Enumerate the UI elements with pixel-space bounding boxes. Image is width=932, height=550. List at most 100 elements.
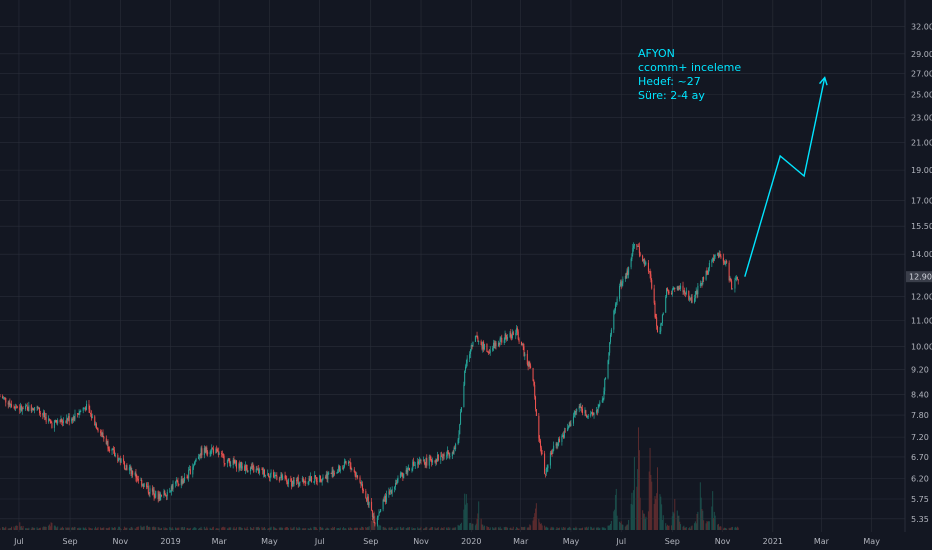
volume-bar xyxy=(591,527,593,530)
candle-body xyxy=(324,477,326,479)
volume-bar xyxy=(293,526,295,530)
volume-bar xyxy=(65,527,67,530)
candle-body xyxy=(338,466,340,470)
candle-body xyxy=(176,479,178,482)
volume-bar xyxy=(690,526,692,530)
volume-bar xyxy=(446,527,448,530)
volume-bar xyxy=(580,528,582,530)
candle-body xyxy=(137,479,139,481)
candle-body xyxy=(530,365,532,369)
candle-body xyxy=(569,422,571,427)
candle-body xyxy=(280,474,282,478)
volume-bar xyxy=(451,528,453,530)
volume-bars xyxy=(0,427,739,530)
time-axis[interactable]: Jul Sep Nov 2019 Mar May Jul Sep Nov 2020 Mar May Ju… xyxy=(13,537,880,546)
volume-bar xyxy=(678,515,680,530)
x-tick-label: 2020 xyxy=(461,537,481,546)
annotation-text[interactable]: AFYON ccomm+ inceleme Hedef: ~27 Süre: 2… xyxy=(638,47,741,102)
volume-bar xyxy=(268,528,270,530)
volume-bar xyxy=(436,528,438,530)
candle-body xyxy=(148,492,150,494)
volume-bar xyxy=(226,528,228,530)
projection-arrow-line[interactable] xyxy=(744,77,826,277)
volume-bar xyxy=(656,467,658,530)
candle-body xyxy=(43,412,45,418)
x-tick-label: Sep xyxy=(665,537,680,546)
volume-bar xyxy=(153,526,155,530)
volume-bar xyxy=(671,516,673,530)
candle-body xyxy=(244,466,246,471)
candle-body xyxy=(299,481,301,483)
candle-body xyxy=(395,483,397,484)
candle-body xyxy=(689,298,691,300)
candle-body xyxy=(388,491,390,495)
volume-bar xyxy=(610,520,612,530)
candle-body xyxy=(592,414,594,416)
candle-body xyxy=(15,406,17,408)
volume-bar xyxy=(164,528,166,530)
volume-bar xyxy=(474,525,476,530)
candle-body xyxy=(562,435,564,436)
candle-body xyxy=(20,405,22,411)
candle-body xyxy=(736,277,738,280)
volume-bar xyxy=(597,527,599,530)
candle-body xyxy=(702,277,704,285)
candle-body xyxy=(51,422,53,428)
candle-body xyxy=(454,448,456,450)
candle-body xyxy=(205,447,207,453)
volume-bar xyxy=(464,493,466,530)
volume-bar xyxy=(650,474,652,530)
volume-bar xyxy=(305,528,307,530)
x-tick-label: May xyxy=(563,537,580,546)
candle-body xyxy=(259,469,261,474)
candle-body xyxy=(258,468,260,474)
candle-body xyxy=(720,255,722,258)
candle-body xyxy=(673,287,675,289)
volume-bar xyxy=(345,528,347,530)
candle-body xyxy=(263,469,265,475)
volume-bar xyxy=(331,528,333,530)
candle-body xyxy=(293,479,295,484)
volume-bar xyxy=(223,527,225,530)
candle-body xyxy=(575,411,577,413)
price-axis[interactable]: 32.00 29.00 27.00 25.00 23.00 21.00 19.00 17.00… xyxy=(911,23,932,524)
volume-bar xyxy=(316,528,318,530)
candle-body xyxy=(180,479,182,486)
volume-bar xyxy=(660,496,662,530)
candle-body xyxy=(71,418,73,422)
volume-bar xyxy=(61,527,63,530)
volume-bar xyxy=(235,527,237,530)
volume-bar xyxy=(689,527,691,530)
candle-body xyxy=(221,453,223,455)
candle-body xyxy=(728,262,730,281)
volume-bar xyxy=(118,526,120,530)
volume-bar xyxy=(151,527,153,530)
y-tick-label: 17.00 xyxy=(911,197,932,206)
volume-bar xyxy=(137,526,139,530)
candle-body xyxy=(57,420,59,424)
volume-bar xyxy=(405,528,407,530)
candle-body xyxy=(273,472,275,478)
volume-bar xyxy=(579,528,581,530)
volume-bar xyxy=(308,528,310,530)
volume-bar xyxy=(666,524,668,530)
candle-body xyxy=(160,494,162,496)
candle-body xyxy=(605,377,607,380)
candle-body xyxy=(201,448,203,456)
candle-body xyxy=(637,246,639,247)
volume-bar xyxy=(535,508,537,530)
candle-body xyxy=(469,354,471,359)
candle-body xyxy=(200,448,202,456)
volume-bar xyxy=(103,527,105,530)
candle-body xyxy=(368,501,370,506)
candle-body xyxy=(601,400,603,403)
volume-bar xyxy=(570,528,572,530)
candle-body xyxy=(72,418,74,421)
candle-body xyxy=(90,414,92,419)
volume-bar xyxy=(366,527,368,530)
volume-bar xyxy=(662,515,664,530)
candle-body xyxy=(228,458,230,462)
volume-bar xyxy=(100,527,102,530)
candle-body xyxy=(169,491,171,493)
